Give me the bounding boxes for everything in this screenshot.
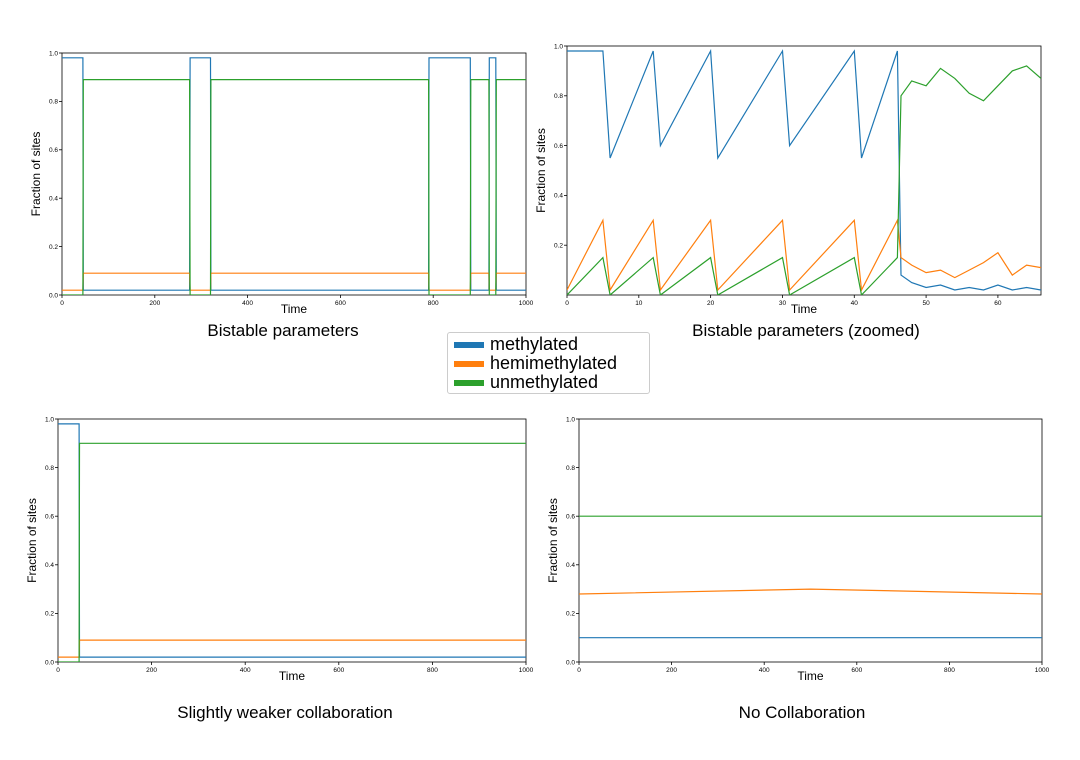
x-tick-label: 1000 <box>519 667 534 674</box>
x-tick-label: 600 <box>335 300 346 307</box>
y-tick-label: 0.4 <box>49 196 58 203</box>
x-tick-label: 50 <box>922 300 930 307</box>
x-tick-label: 10 <box>635 300 643 307</box>
x-tick-label: 1000 <box>519 300 534 307</box>
y-tick-label: 1.0 <box>566 416 575 423</box>
y-tick-label: 0.6 <box>45 514 54 521</box>
y-tick-label: 0.8 <box>49 99 58 106</box>
chart-panel-4: 0 200 400 600 800 1000 0.0 0.2 0.4 0.6 0.8 1.0 Time F… <box>546 416 1050 683</box>
plot-frame <box>566 45 1042 296</box>
plot-frame <box>578 418 1043 663</box>
series-line-methylated <box>58 423 526 658</box>
series-group <box>58 423 526 662</box>
legend-label-methylated: methylated <box>490 334 579 354</box>
x-axis-label: Time <box>797 669 824 683</box>
y-tick-label: 1.0 <box>45 416 54 423</box>
legend-label-hemimethylated: hemimethylated <box>490 353 618 373</box>
y-tick-label: 1.0 <box>49 50 58 57</box>
y-axis-label: Fraction of sites <box>29 132 43 217</box>
plot-frame <box>61 52 527 296</box>
caption-panel-2: Bistable parameters (zoomed) <box>692 321 920 340</box>
x-tick-label: 30 <box>779 300 787 307</box>
y-tick-label: 0.0 <box>45 659 54 666</box>
y-tick-label: 1.0 <box>554 43 563 50</box>
x-tick-label: 40 <box>851 300 859 307</box>
series-line-methylated <box>567 48 1041 291</box>
y-tick-label: 0.8 <box>566 465 575 472</box>
y-tick-label: 0.6 <box>49 147 58 154</box>
legend-swatch-methylated <box>454 341 484 348</box>
y-tick-label: 0.2 <box>566 611 575 618</box>
x-tick-label: 400 <box>759 667 770 674</box>
caption-panel-4: No Collaboration <box>738 703 866 722</box>
x-tick-label: 400 <box>242 300 253 307</box>
x-tick-label: 800 <box>944 667 955 674</box>
legend-label-unmethylated: unmethylated <box>490 372 599 392</box>
y-tick-label: 0.2 <box>45 611 54 618</box>
x-tick-label: 200 <box>666 667 677 674</box>
series-line-hemimethylated <box>579 588 1042 595</box>
legend-entry-methylated: methylated <box>454 335 578 354</box>
legend-entry-hemimethylated: hemimethylated <box>454 354 617 373</box>
y-tick-label: 0.4 <box>566 562 575 569</box>
y-tick-label: 0.8 <box>554 93 563 100</box>
x-tick-label: 800 <box>428 300 439 307</box>
y-axis-label: Fraction of sites <box>546 498 560 583</box>
x-tick-label: 200 <box>149 300 160 307</box>
x-tick-label: 200 <box>146 667 157 674</box>
x-tick-label: 600 <box>333 667 344 674</box>
series-line-hemimethylated <box>62 272 526 291</box>
caption-panel-1: Bistable parameters <box>207 321 359 340</box>
series-line-unmethylated <box>567 65 1041 295</box>
y-tick-label: 0.6 <box>554 143 563 150</box>
x-tick-label: 800 <box>427 667 438 674</box>
y-tick-label: 0.0 <box>49 292 58 299</box>
series-line-hemimethylated <box>58 639 526 658</box>
y-tick-label: 0.4 <box>554 193 563 200</box>
x-tick-label: 0 <box>565 300 569 307</box>
series-line-hemimethylated <box>567 218 1041 293</box>
x-axis-label: Time <box>281 302 308 316</box>
series-line-methylated <box>62 57 526 291</box>
x-tick-label: 1000 <box>1035 667 1050 674</box>
chart-panel-2: 0 10 20 30 40 50 60 0.2 0.4 0.6 0.8 1.0 Time Fraction… <box>534 43 1042 316</box>
y-axis-label: Fraction of sites <box>534 128 548 213</box>
x-tick-label: 0 <box>577 667 581 674</box>
y-tick-label: 0.8 <box>45 465 54 472</box>
x-tick-label: 0 <box>60 300 64 307</box>
legend-swatch-hemimethylated <box>454 360 484 367</box>
legend-swatch-unmethylated <box>454 379 484 386</box>
caption-panel-3: Slightly weaker collaboration <box>177 703 393 722</box>
series-group <box>62 57 526 295</box>
y-tick-label: 0.2 <box>49 244 58 251</box>
plot-frame <box>57 418 527 663</box>
legend: methylated hemimethylated unmethylated <box>447 332 650 394</box>
series-group <box>579 515 1042 639</box>
x-tick-label: 0 <box>56 667 60 674</box>
y-tick-label: 0.4 <box>45 562 54 569</box>
y-tick-label: 0.2 <box>554 243 563 250</box>
series-line-unmethylated <box>58 442 526 662</box>
x-tick-label: 400 <box>240 667 251 674</box>
x-tick-label: 20 <box>707 300 715 307</box>
series-line-unmethylated <box>62 78 526 295</box>
x-tick-label: 60 <box>994 300 1002 307</box>
legend-entry-unmethylated: unmethylated <box>454 373 598 392</box>
x-axis-label: Time <box>279 669 306 683</box>
series-group <box>567 48 1041 295</box>
x-tick-label: 600 <box>851 667 862 674</box>
x-axis-label: Time <box>791 302 818 316</box>
y-tick-label: 0.6 <box>566 514 575 521</box>
y-tick-label: 0.0 <box>566 659 575 666</box>
y-axis-label: Fraction of sites <box>25 498 39 583</box>
chart-panel-1: 0 200 400 600 800 1000 0.0 0.2 0.4 0.6 0.8 1.0 Time F… <box>29 50 534 316</box>
chart-panel-3: 0 200 400 600 800 1000 0.0 0.2 0.4 0.6 0.8 1.0 Time F… <box>25 416 534 683</box>
